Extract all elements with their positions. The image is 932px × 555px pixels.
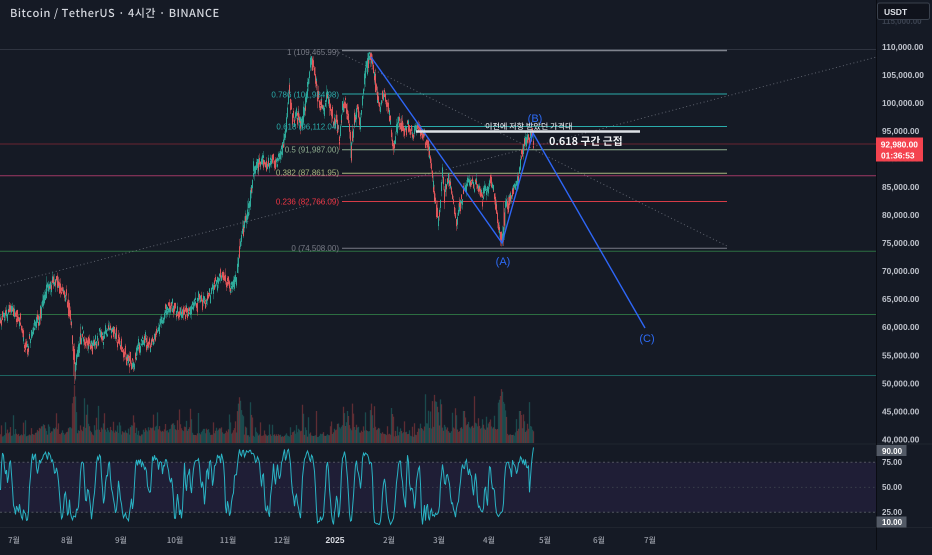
svg-text:110,000.00: 110,000.00 — [882, 42, 924, 52]
svg-text:55,000.00: 55,000.00 — [882, 350, 920, 360]
svg-text:0.786 (101,984.98): 0.786 (101,984.98) — [271, 90, 339, 99]
svg-text:70,000.00: 70,000.00 — [882, 266, 920, 276]
svg-text:USDT: USDT — [884, 7, 908, 17]
svg-text:100,000.00: 100,000.00 — [882, 98, 924, 108]
svg-text:25.00: 25.00 — [882, 508, 903, 517]
svg-text:0.236 (82,766.09): 0.236 (82,766.09) — [276, 197, 339, 206]
svg-text:40,000.00: 40,000.00 — [882, 434, 920, 444]
svg-text:1 (109,465.99): 1 (109,465.99) — [287, 48, 339, 57]
svg-text:45,000.00: 45,000.00 — [882, 406, 920, 416]
svg-text:65,000.00: 65,000.00 — [882, 294, 920, 304]
svg-text:0.618 (96,112.04): 0.618 (96,112.04) — [276, 122, 339, 131]
svg-text:75.00: 75.00 — [882, 458, 903, 467]
svg-text:(C): (C) — [639, 333, 654, 345]
svg-text:0 (74,508.00): 0 (74,508.00) — [291, 244, 339, 253]
svg-text:60,000.00: 60,000.00 — [882, 322, 920, 332]
svg-text:50.00: 50.00 — [882, 483, 903, 492]
svg-text:90.00: 90.00 — [882, 447, 903, 456]
svg-text:80,000.00: 80,000.00 — [882, 210, 920, 220]
svg-text:10.00: 10.00 — [882, 518, 903, 527]
svg-text:105,000.00: 105,000.00 — [882, 70, 924, 80]
svg-text:95,000.00: 95,000.00 — [882, 126, 920, 136]
svg-text:85,000.00: 85,000.00 — [882, 182, 920, 192]
svg-text:(A): (A) — [496, 256, 511, 268]
svg-text:0.5 (91,987.00): 0.5 (91,987.00) — [285, 146, 340, 155]
svg-text:01:36:53: 01:36:53 — [881, 151, 915, 161]
svg-text:(B): (B) — [528, 113, 543, 125]
svg-text:50,000.00: 50,000.00 — [882, 378, 920, 388]
svg-text:115,000.00: 115,000.00 — [882, 17, 922, 26]
svg-text:0.382 (87,861.95): 0.382 (87,861.95) — [276, 168, 339, 177]
svg-text:92,980.00: 92,980.00 — [881, 140, 919, 150]
svg-text:75,000.00: 75,000.00 — [882, 238, 920, 248]
svg-text:2025: 2025 — [326, 535, 345, 545]
